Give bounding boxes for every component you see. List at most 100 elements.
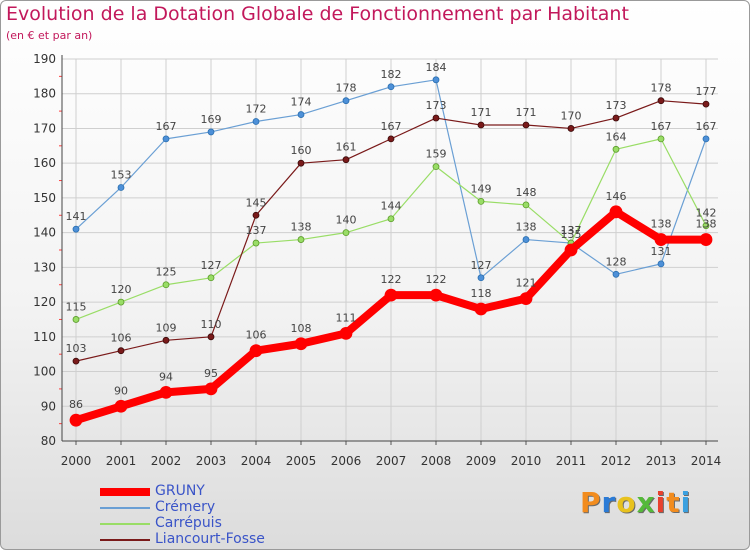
data-point-carrepuis [297, 236, 305, 243]
data-label-carrepuis: 142 [696, 207, 717, 220]
data-point-gruny [69, 413, 83, 427]
data-point-cremery [702, 135, 710, 143]
data-point-carrepuis [162, 281, 170, 289]
data-point-carrepuis [477, 197, 485, 205]
data-point-gruny [339, 326, 353, 340]
data-point-cremery [387, 83, 395, 91]
axis-layer: 80 90 100 110 120 130 140 150 160 170 180 190 2000 20… [33, 52, 721, 468]
x-tick-label: 2004 [241, 454, 272, 468]
data-point-carrepuis [117, 298, 125, 306]
data-label-liancourt-fosse: 173 [606, 99, 627, 112]
x-tick-label: 2009 [466, 454, 497, 468]
data-label-carrepuis: 149 [471, 182, 492, 195]
chart-title: Evolution de la Dotation Globale de Fonc… [6, 3, 629, 25]
data-point-cremery [72, 225, 80, 233]
y-tick-label: 120 [33, 295, 56, 309]
data-label-liancourt-fosse: 170 [561, 109, 582, 122]
data-label-cremery: 138 [516, 221, 537, 234]
data-point-carrepuis [342, 229, 350, 237]
data-label-gruny: 111 [336, 311, 357, 324]
data-point-cremery [297, 111, 305, 118]
data-label-gruny: 146 [606, 190, 627, 203]
watermark-letter: o [616, 486, 637, 519]
y-tick-label: 190 [33, 52, 56, 66]
y-tick-label: 150 [33, 191, 56, 205]
data-point-liancourt-fosse [297, 159, 305, 167]
data-point-cremery [252, 118, 260, 125]
x-tick-label: 2006 [331, 454, 362, 468]
data-point-gruny [429, 288, 443, 302]
x-tick-label: 2003 [196, 454, 227, 468]
data-label-cremery: 127 [471, 259, 492, 272]
watermark-letter: x [636, 486, 656, 519]
legend-label-liancourt-fosse: Liancourt-Fosse [155, 531, 265, 547]
data-point-liancourt-fosse [252, 211, 260, 219]
y-tick-label: 90 [41, 399, 56, 413]
data-point-gruny [159, 385, 173, 399]
data-label-carrepuis: 125 [156, 266, 177, 279]
data-label-gruny: 106 [246, 329, 267, 342]
data-label-cremery: 131 [651, 245, 672, 258]
data-point-liancourt-fosse [477, 121, 485, 129]
watermark-logo: Proxiti [580, 486, 691, 519]
data-label-carrepuis: 159 [426, 148, 447, 161]
data-label-cremery: 128 [606, 255, 627, 268]
y-tick-label: 80 [41, 434, 56, 448]
data-label-gruny: 86 [69, 398, 83, 411]
data-label-cremery: 141 [66, 210, 87, 223]
data-label-liancourt-fosse: 178 [651, 82, 672, 95]
data-point-cremery [342, 97, 350, 105]
data-label-gruny: 122 [381, 273, 402, 286]
data-label-gruny: 108 [291, 322, 312, 335]
data-label-cremery: 172 [246, 103, 267, 116]
data-label-carrepuis: 120 [111, 283, 132, 296]
x-tick-label: 2013 [646, 454, 677, 468]
data-point-cremery [657, 260, 665, 268]
data-label-gruny: 138 [651, 218, 672, 231]
data-point-gruny [519, 292, 533, 306]
data-label-carrepuis: 137 [561, 224, 582, 237]
data-label-cremery: 184 [426, 61, 447, 74]
data-point-cremery [477, 274, 485, 282]
data-point-carrepuis [387, 215, 395, 223]
data-label-liancourt-fosse: 173 [426, 99, 447, 112]
data-point-carrepuis [702, 222, 710, 230]
legend-swatch-cremery [100, 507, 150, 509]
data-label-gruny: 90 [114, 384, 128, 397]
data-point-liancourt-fosse [387, 135, 395, 143]
data-point-gruny [699, 233, 713, 246]
legend-swatch-carrepuis [100, 523, 150, 525]
data-label-cremery: 178 [336, 82, 357, 95]
data-point-gruny [204, 382, 218, 396]
watermark-letter: P [580, 486, 602, 519]
data-label-gruny: 118 [471, 287, 492, 300]
data-label-cremery: 167 [156, 120, 177, 133]
data-point-liancourt-fosse [657, 97, 665, 105]
data-point-liancourt-fosse [72, 357, 80, 365]
data-label-carrepuis: 144 [381, 200, 402, 213]
x-tick-label: 2010 [511, 454, 542, 468]
data-label-cremery: 167 [696, 120, 717, 133]
data-point-gruny [609, 205, 623, 219]
data-point-carrepuis [252, 239, 260, 247]
data-point-cremery [522, 236, 530, 243]
legend-swatch-gruny [100, 488, 150, 496]
legend-label-gruny: GRUNY [155, 483, 205, 499]
y-tick-label: 160 [33, 156, 56, 170]
x-tick-label: 2008 [421, 454, 452, 468]
x-tick-label: 2002 [151, 454, 182, 468]
watermark-letter: i [680, 486, 692, 519]
data-label-carrepuis: 167 [651, 120, 672, 133]
x-tick-label: 2001 [106, 454, 137, 468]
data-point-carrepuis [657, 135, 665, 143]
data-label-cremery: 182 [381, 68, 402, 81]
data-point-liancourt-fosse [117, 347, 125, 355]
label-layer: 141 153 167 169 172 174 178 182 184 127 138 137 128 1… [66, 61, 717, 411]
x-tick-label: 2014 [691, 454, 722, 468]
data-label-liancourt-fosse: 160 [291, 144, 312, 157]
data-point-liancourt-fosse [207, 333, 215, 341]
data-label-cremery: 137 [561, 224, 582, 237]
legend-label-cremery: Crémery [155, 499, 216, 515]
data-label-gruny: 135 [561, 228, 582, 241]
data-label-liancourt-fosse: 177 [696, 85, 717, 98]
